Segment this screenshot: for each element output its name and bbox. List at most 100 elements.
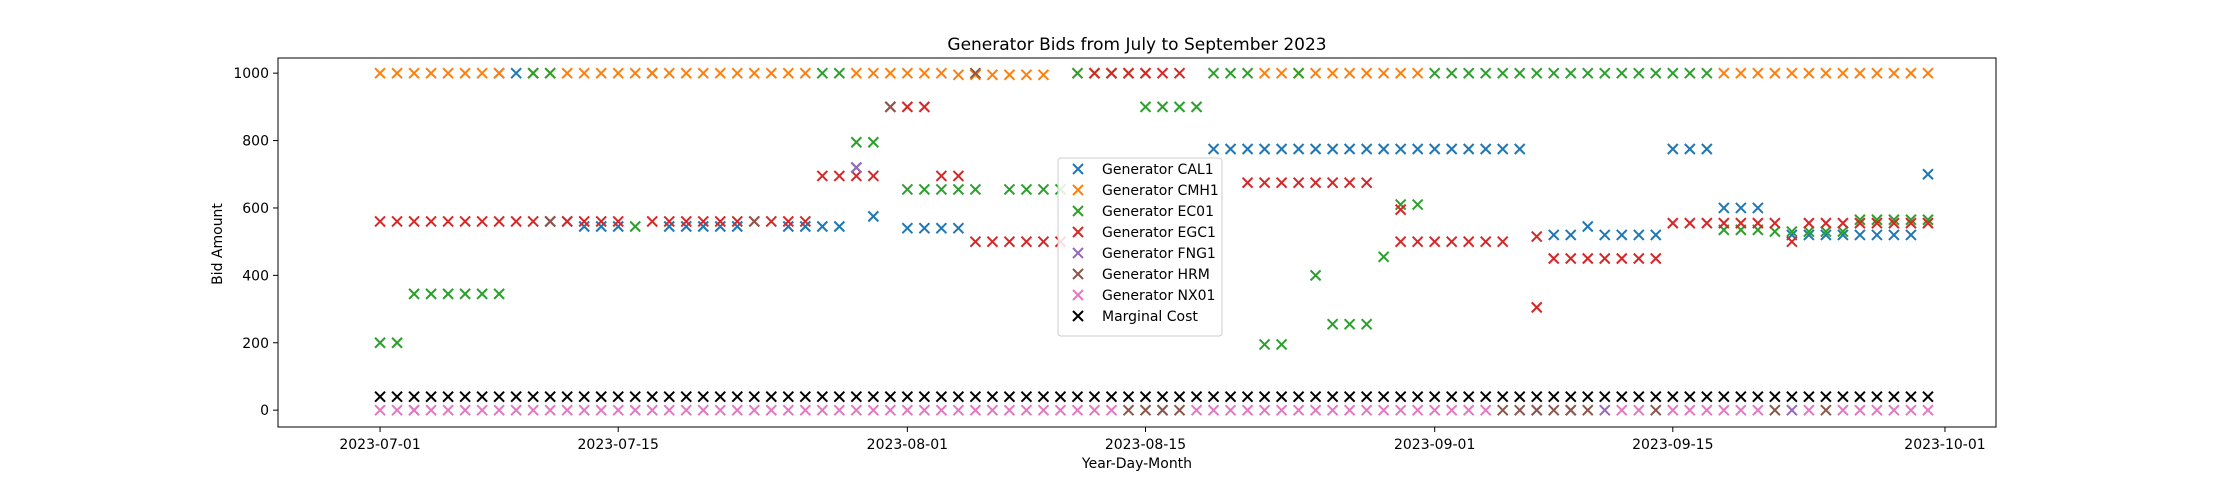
data-point — [1531, 67, 1543, 79]
data-point — [799, 220, 812, 233]
data-point — [1837, 390, 1849, 403]
data-point — [374, 215, 386, 228]
data-point — [544, 67, 556, 79]
data-point — [374, 67, 386, 79]
data-point — [1309, 176, 1322, 189]
data-point — [1156, 404, 1169, 416]
data-point — [1173, 67, 1186, 79]
data-point — [1411, 404, 1424, 416]
data-point — [1394, 143, 1407, 155]
data-point — [1616, 252, 1628, 265]
data-point — [1820, 217, 1832, 229]
data-point — [969, 67, 982, 79]
data-point — [1377, 390, 1390, 403]
data-point — [646, 390, 658, 403]
data-point — [1020, 404, 1033, 416]
data-point — [1871, 229, 1883, 241]
data-point — [646, 67, 658, 79]
data-point — [1326, 176, 1339, 189]
data-point — [850, 404, 863, 416]
data-point — [1871, 214, 1883, 226]
data-point — [629, 67, 641, 79]
data-point — [986, 69, 999, 81]
data-point — [1514, 404, 1526, 416]
data-point — [901, 67, 914, 79]
data-point — [969, 390, 982, 403]
data-point — [731, 390, 743, 403]
data-point — [697, 67, 709, 79]
data-point — [1769, 225, 1781, 238]
data-point — [1343, 143, 1356, 155]
data-point — [561, 390, 573, 403]
data-point — [1718, 404, 1730, 416]
data-point — [1139, 101, 1152, 113]
data-point — [1497, 404, 1509, 416]
data-point — [629, 390, 641, 403]
data-point — [1326, 67, 1339, 79]
y-tick-label: 0 — [260, 403, 269, 419]
data-point — [1667, 67, 1679, 79]
y-tick-label: 600 — [242, 201, 269, 217]
data-point — [986, 404, 999, 416]
legend-marker — [1072, 310, 1084, 322]
data-point — [918, 404, 931, 416]
data-point — [527, 390, 539, 403]
data-point — [595, 67, 607, 79]
data-point — [1020, 69, 1033, 81]
data-point — [425, 67, 437, 79]
data-point — [1752, 390, 1764, 403]
data-point — [714, 390, 726, 403]
data-point — [782, 215, 795, 228]
data-point — [1769, 67, 1781, 79]
data-point — [1156, 101, 1169, 113]
legend-entry: Generator CAL1 — [1072, 162, 1214, 178]
data-point — [731, 67, 743, 79]
data-point — [884, 390, 897, 403]
data-point — [612, 404, 624, 416]
data-point — [833, 67, 846, 79]
data-point — [816, 67, 829, 79]
data-point — [1837, 225, 1849, 238]
data-point — [1224, 390, 1237, 403]
data-point — [425, 390, 437, 403]
y-axis-label: Bid Amount — [210, 203, 226, 285]
data-point — [1718, 202, 1730, 214]
data-point — [425, 404, 437, 416]
data-point — [1207, 390, 1220, 403]
data-point — [527, 67, 539, 79]
data-point — [1207, 67, 1220, 79]
data-point — [1377, 404, 1390, 416]
data-point — [1428, 235, 1441, 248]
data-point — [561, 215, 573, 228]
data-point — [663, 215, 675, 228]
data-point — [391, 67, 403, 79]
data-point — [1667, 143, 1679, 155]
data-point — [1888, 214, 1900, 226]
data-point — [1905, 67, 1917, 79]
y-tick: 200 — [242, 336, 278, 352]
data-point — [1411, 67, 1424, 79]
legend-label: Generator EC01 — [1102, 204, 1214, 220]
data-point — [680, 404, 692, 416]
data-point — [578, 404, 590, 416]
data-point — [493, 390, 505, 403]
data-point — [663, 220, 675, 233]
data-point — [1514, 390, 1526, 403]
x-tick: 2023-07-01 — [339, 427, 421, 453]
x-tick: 2023-10-01 — [1904, 427, 1986, 453]
data-point — [1837, 217, 1849, 229]
data-point — [1071, 390, 1084, 403]
data-point — [901, 222, 914, 234]
data-point — [1497, 235, 1509, 248]
data-point — [1616, 229, 1628, 241]
data-point — [952, 170, 965, 182]
data-point — [952, 222, 965, 234]
data-point — [1803, 225, 1815, 238]
data-point — [1735, 67, 1747, 79]
data-point — [680, 220, 692, 233]
data-point — [935, 390, 948, 403]
legend-entry: Generator CMH1 — [1072, 183, 1219, 199]
data-point — [918, 67, 931, 79]
data-point — [1820, 67, 1832, 79]
